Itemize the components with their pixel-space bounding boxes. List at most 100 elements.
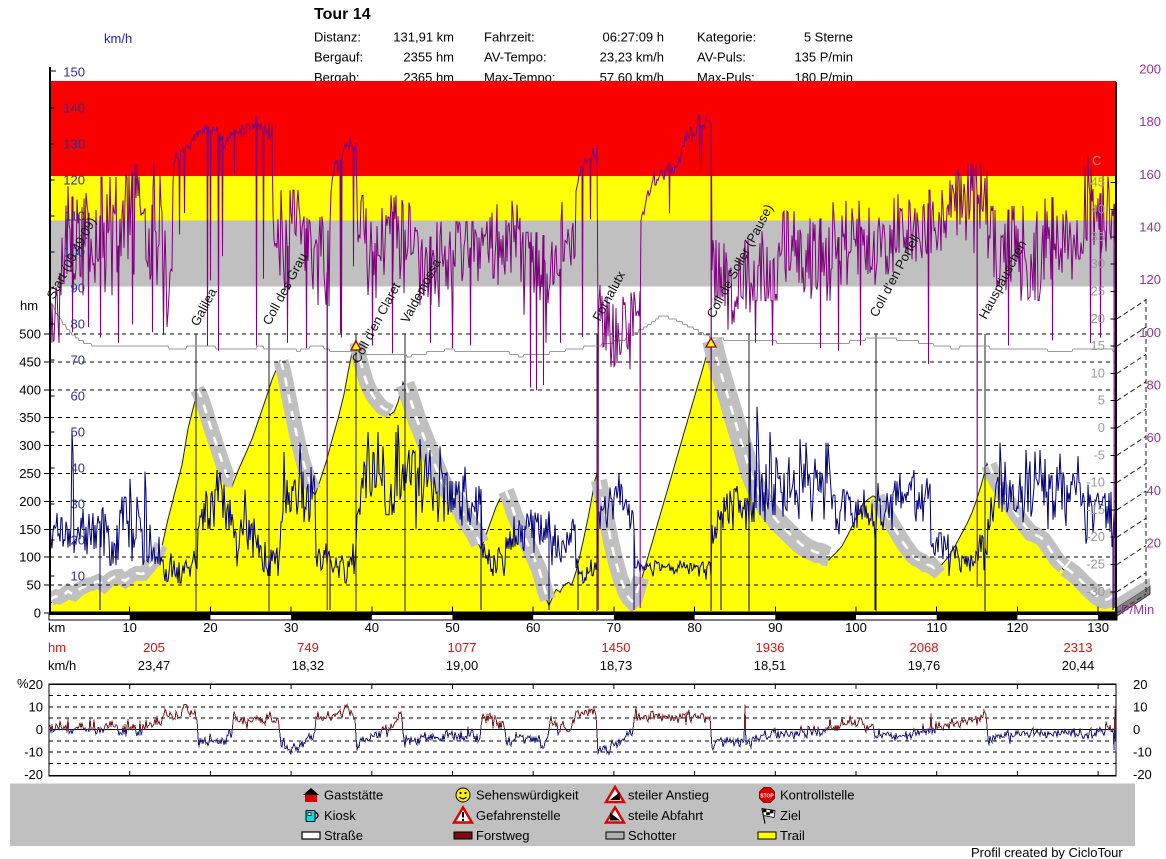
- svg-text:-15: -15: [1086, 502, 1105, 517]
- svg-text:50: 50: [445, 620, 459, 635]
- svg-text:18,51: 18,51: [754, 658, 787, 673]
- svg-text:18,73: 18,73: [600, 658, 633, 673]
- svg-text:80: 80: [687, 620, 701, 635]
- svg-text:06:27:09 h: 06:27:09 h: [603, 30, 664, 45]
- svg-text:23,23 km/h: 23,23 km/h: [600, 50, 664, 65]
- svg-text:5 Sterne: 5 Sterne: [804, 30, 853, 45]
- svg-text:20: 20: [203, 620, 217, 635]
- svg-text:-20: -20: [24, 767, 43, 782]
- svg-text:20: 20: [1147, 535, 1161, 550]
- svg-text:100: 100: [63, 245, 85, 260]
- svg-text:90: 90: [71, 281, 85, 296]
- svg-text:2068: 2068: [910, 640, 939, 655]
- svg-text:10: 10: [1133, 699, 1147, 714]
- svg-text:350: 350: [19, 410, 41, 425]
- svg-text:131,91 km: 131,91 km: [393, 30, 454, 45]
- svg-text:km: km: [48, 620, 65, 635]
- svg-text:Distanz:: Distanz:: [314, 30, 361, 45]
- svg-text:250: 250: [19, 466, 41, 481]
- svg-text:120: 120: [1139, 272, 1161, 287]
- svg-text:20: 20: [1091, 311, 1105, 326]
- svg-text:180: 180: [1139, 114, 1161, 129]
- svg-text:25: 25: [1091, 284, 1105, 299]
- svg-text:0: 0: [1133, 722, 1140, 737]
- svg-text:2313: 2313: [1064, 640, 1093, 655]
- svg-text:-5: -5: [1093, 447, 1105, 462]
- svg-text:0: 0: [36, 722, 43, 737]
- svg-text:Forstweg: Forstweg: [476, 828, 529, 843]
- svg-text:40: 40: [365, 620, 379, 635]
- svg-text:205: 205: [143, 640, 165, 655]
- svg-text:35: 35: [1091, 229, 1105, 244]
- svg-text:Trail: Trail: [780, 828, 805, 843]
- svg-text:20,44: 20,44: [1062, 658, 1095, 673]
- svg-text:10: 10: [71, 569, 85, 584]
- svg-text:500: 500: [19, 327, 41, 342]
- svg-text:steile Abfahrt: steile Abfahrt: [628, 808, 704, 823]
- svg-text:km/h: km/h: [104, 31, 132, 46]
- svg-text:Sehenswürdigkeit: Sehenswürdigkeit: [476, 788, 579, 803]
- svg-text:200: 200: [19, 494, 41, 509]
- svg-text:Profil created by CicloTour: Profil created by CicloTour: [971, 845, 1123, 859]
- svg-text:150: 150: [63, 65, 85, 80]
- svg-text:Tour 14: Tour 14: [314, 6, 371, 23]
- svg-text:140: 140: [1139, 220, 1161, 235]
- svg-text:400: 400: [19, 382, 41, 397]
- svg-text:Kiosk: Kiosk: [324, 808, 356, 823]
- svg-text:130: 130: [63, 137, 85, 152]
- svg-text:90: 90: [768, 620, 782, 635]
- svg-text:80: 80: [1147, 378, 1161, 393]
- svg-text:Straße: Straße: [324, 828, 363, 843]
- svg-text:C: C: [1092, 153, 1101, 168]
- svg-text:749: 749: [297, 640, 319, 655]
- svg-text:5: 5: [1098, 393, 1105, 408]
- svg-text:Gefahrenstelle: Gefahrenstelle: [476, 808, 561, 823]
- svg-text:hm: hm: [48, 640, 66, 655]
- svg-text:70: 70: [71, 353, 85, 368]
- svg-text:60: 60: [71, 389, 85, 404]
- svg-text:0: 0: [1098, 420, 1105, 435]
- svg-text:%: %: [17, 676, 29, 691]
- svg-text:Schotter: Schotter: [628, 828, 677, 843]
- svg-text:-10: -10: [1133, 745, 1152, 760]
- svg-text:Kategorie:: Kategorie:: [697, 30, 756, 45]
- svg-text:30: 30: [284, 620, 298, 635]
- svg-text:80: 80: [71, 317, 85, 332]
- svg-text:40: 40: [71, 461, 85, 476]
- svg-text:STOP: STOP: [760, 794, 774, 800]
- svg-text:Gaststätte: Gaststätte: [324, 788, 383, 803]
- svg-text:120: 120: [63, 173, 85, 188]
- svg-text:135 P/min: 135 P/min: [794, 50, 853, 65]
- svg-text:100: 100: [19, 550, 41, 565]
- svg-text:30: 30: [71, 497, 85, 512]
- svg-text:60: 60: [526, 620, 540, 635]
- svg-text:40: 40: [1147, 483, 1161, 498]
- svg-text:-25: -25: [1086, 557, 1105, 572]
- svg-text:10: 10: [122, 620, 136, 635]
- svg-text:23,47: 23,47: [138, 658, 171, 673]
- svg-text:120: 120: [1007, 620, 1029, 635]
- svg-text:2355 hm: 2355 hm: [403, 50, 454, 65]
- svg-text:10: 10: [29, 699, 43, 714]
- svg-text:km/h: km/h: [48, 658, 76, 673]
- svg-text:-30: -30: [1086, 584, 1105, 599]
- svg-text:110: 110: [64, 209, 85, 224]
- svg-text:70: 70: [607, 620, 621, 635]
- svg-text:1936: 1936: [756, 640, 785, 655]
- svg-text:10: 10: [1091, 365, 1105, 380]
- svg-text:110: 110: [926, 620, 947, 635]
- svg-text:1450: 1450: [602, 640, 631, 655]
- svg-text:AV-Puls:: AV-Puls:: [697, 50, 746, 65]
- svg-text:19,00: 19,00: [446, 658, 479, 673]
- svg-text:Kontrollstelle: Kontrollstelle: [780, 788, 854, 803]
- svg-text:P/Min: P/Min: [1121, 602, 1154, 617]
- svg-text:100: 100: [845, 620, 867, 635]
- svg-text:160: 160: [1139, 167, 1161, 182]
- svg-text:30: 30: [1091, 256, 1105, 271]
- svg-text:140: 140: [63, 101, 85, 116]
- svg-text:AV-Tempo:: AV-Tempo:: [484, 50, 547, 65]
- svg-text:50: 50: [27, 578, 41, 593]
- svg-text:20: 20: [71, 533, 85, 548]
- svg-text:Bergauf:: Bergauf:: [314, 50, 363, 65]
- svg-text:20: 20: [29, 677, 43, 692]
